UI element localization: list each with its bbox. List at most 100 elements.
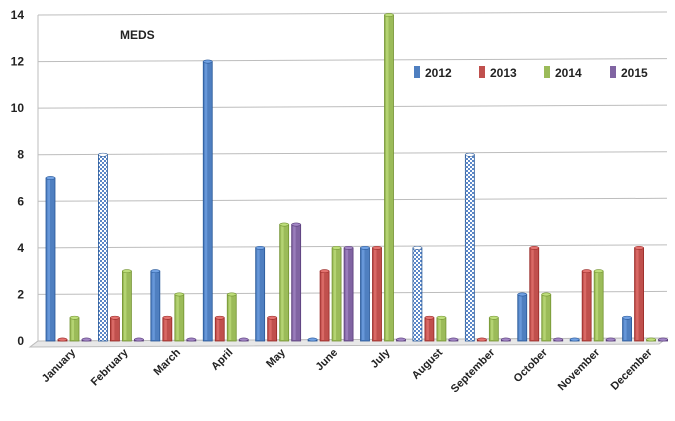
bar-highlight (583, 272, 587, 340)
bar (622, 315, 632, 342)
bar (238, 337, 249, 342)
bar-body (267, 317, 278, 342)
bar-cap (396, 337, 406, 342)
x-tick-label: September (449, 346, 498, 395)
y-tick-label: 8 (17, 148, 24, 162)
bar-cap (529, 245, 540, 250)
bar-cap (634, 245, 644, 250)
x-tick-label: February (89, 346, 131, 388)
bar (214, 315, 225, 342)
gridline (37, 58, 668, 63)
legend-item: 2014 (544, 66, 582, 80)
bar-cap (384, 13, 394, 17)
bar (186, 337, 197, 342)
bar-highlight (519, 295, 522, 340)
bar-body (110, 317, 120, 342)
bar (110, 315, 120, 342)
bar (605, 337, 616, 342)
gridline (37, 151, 668, 156)
bar (569, 337, 580, 342)
bar (81, 337, 92, 342)
bar-cap (214, 315, 225, 320)
bar (69, 315, 80, 342)
bar (464, 152, 475, 342)
y-axis-ticks: 0 2 4 6 8 10 12 14 (11, 8, 25, 348)
bar-body (319, 270, 330, 342)
bar (150, 269, 161, 342)
bar-body (255, 247, 266, 342)
bar (291, 222, 302, 342)
bar (529, 245, 540, 342)
gridline (37, 197, 668, 202)
bar-body (291, 224, 302, 342)
x-tick-label: October (512, 346, 551, 385)
x-tick-label: July (369, 346, 394, 371)
bar (255, 245, 266, 342)
bar-body (436, 317, 447, 342)
bar-highlight (47, 179, 50, 340)
x-tick-label: August (410, 346, 446, 382)
bar-body (593, 270, 604, 342)
legend-swatch (544, 66, 550, 78)
x-axis-ticks: January February March April May June July Augu… (40, 346, 655, 395)
legend-swatch (479, 66, 485, 78)
bar-highlight (111, 318, 115, 340)
bar-cap (605, 337, 616, 342)
bar-cap (646, 337, 656, 342)
bar-body (226, 294, 237, 342)
bar-highlight (216, 318, 220, 340)
bar-cap (489, 315, 499, 320)
bar-cap (517, 292, 528, 297)
bar-body (464, 154, 475, 342)
bar (581, 269, 592, 342)
bar (488, 315, 499, 342)
legend-label: 2013 (490, 66, 517, 80)
x-tick-label: May (264, 346, 288, 370)
bars (45, 13, 668, 342)
chart-title: MEDS (120, 28, 155, 42)
bar-body (279, 224, 290, 342)
bar-highlight (362, 248, 365, 340)
x-tick-label: June (314, 347, 341, 374)
bar-cap (110, 315, 120, 320)
bar-highlight (345, 248, 349, 340)
bar-highlight (164, 318, 167, 340)
bar-cap (319, 269, 330, 274)
bar-cap (501, 337, 511, 342)
bar-highlight (152, 272, 155, 340)
bar-body (343, 247, 354, 342)
bar-highlight (426, 318, 429, 340)
bar (553, 337, 564, 342)
bar-body (517, 294, 528, 342)
bar (331, 245, 342, 342)
bar (162, 315, 173, 342)
bar-cap (553, 337, 564, 342)
bar (202, 59, 213, 342)
bar-body (360, 247, 370, 342)
bar-highlight (204, 62, 208, 340)
bar-cap (98, 152, 108, 157)
bar-highlight (176, 295, 179, 340)
bar-cap (202, 59, 213, 64)
legend-label: 2014 (555, 66, 582, 80)
bar-cap (69, 315, 80, 320)
bar-cap (81, 337, 92, 342)
gridline (37, 11, 668, 16)
bar-highlight (269, 318, 272, 340)
bar-cap (448, 337, 459, 342)
bar-highlight (293, 225, 296, 340)
bar-cap (122, 269, 132, 274)
bar (396, 337, 406, 342)
bar-cap (658, 337, 668, 342)
legend: 2012 2013 2014 2015 (414, 66, 648, 80)
bar (384, 13, 394, 342)
bar (424, 315, 435, 342)
bar-body (69, 317, 80, 342)
bar-highlight (490, 318, 494, 340)
bar-cap (581, 269, 592, 274)
bar (634, 245, 644, 342)
bar (360, 245, 370, 342)
bar-body (529, 247, 540, 342)
bar-highlight (333, 248, 337, 340)
